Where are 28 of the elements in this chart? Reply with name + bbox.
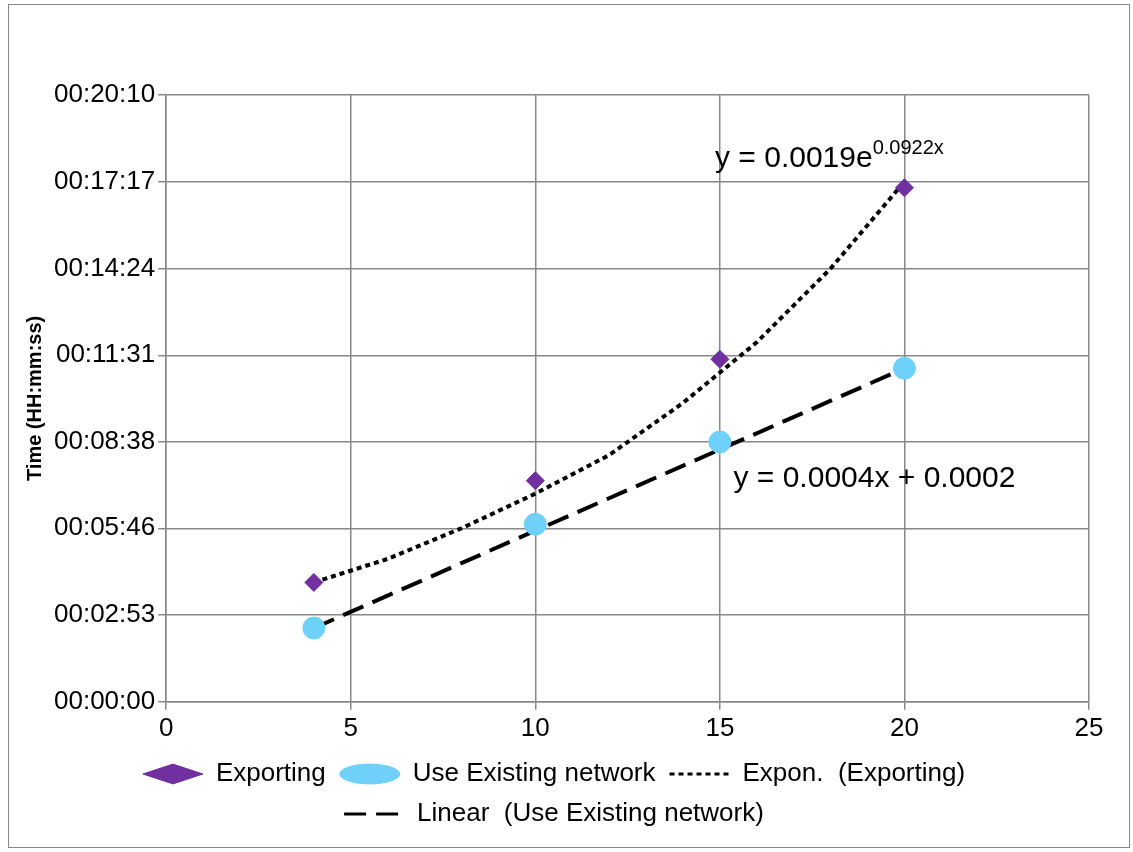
legend-label: Use Existing network (412, 757, 657, 788)
legend-label: Linear (Use Existing network) (417, 797, 764, 828)
x-tick-label: 0 (158, 711, 174, 742)
point (892, 356, 916, 380)
y-axis-title: Time (HH:mm:ss) (22, 315, 45, 482)
point (894, 178, 914, 198)
point (710, 349, 730, 369)
point (304, 572, 324, 592)
annotation: y = 0.0004x + 0.0002 (733, 459, 1016, 493)
x-tick-label: 25 (1074, 711, 1104, 742)
point (708, 430, 732, 454)
y-tick-label: 00:17:17 (53, 164, 156, 195)
y-tick-label: 00:08:38 (53, 425, 156, 456)
legend-label: Exporting (215, 757, 326, 788)
y-tick-label: 00:05:46 (53, 511, 156, 542)
x-tick-label: 15 (705, 711, 735, 742)
y-tick-label: 00:11:31 (55, 338, 156, 369)
point (302, 616, 326, 640)
y-tick-label: 00:00:00 (53, 684, 156, 715)
x-tick-label: 10 (520, 711, 550, 742)
y-tick-label: 00:02:53 (53, 598, 156, 629)
y-tick-label: 00:14:24 (53, 251, 156, 282)
point (525, 471, 545, 491)
y-tick-label: 00:20:10 (53, 78, 156, 109)
x-tick-label: 20 (889, 711, 919, 742)
point (523, 512, 547, 536)
x-tick-label: 5 (343, 711, 358, 742)
legend-label: Expon. (Exporting) (742, 757, 966, 788)
